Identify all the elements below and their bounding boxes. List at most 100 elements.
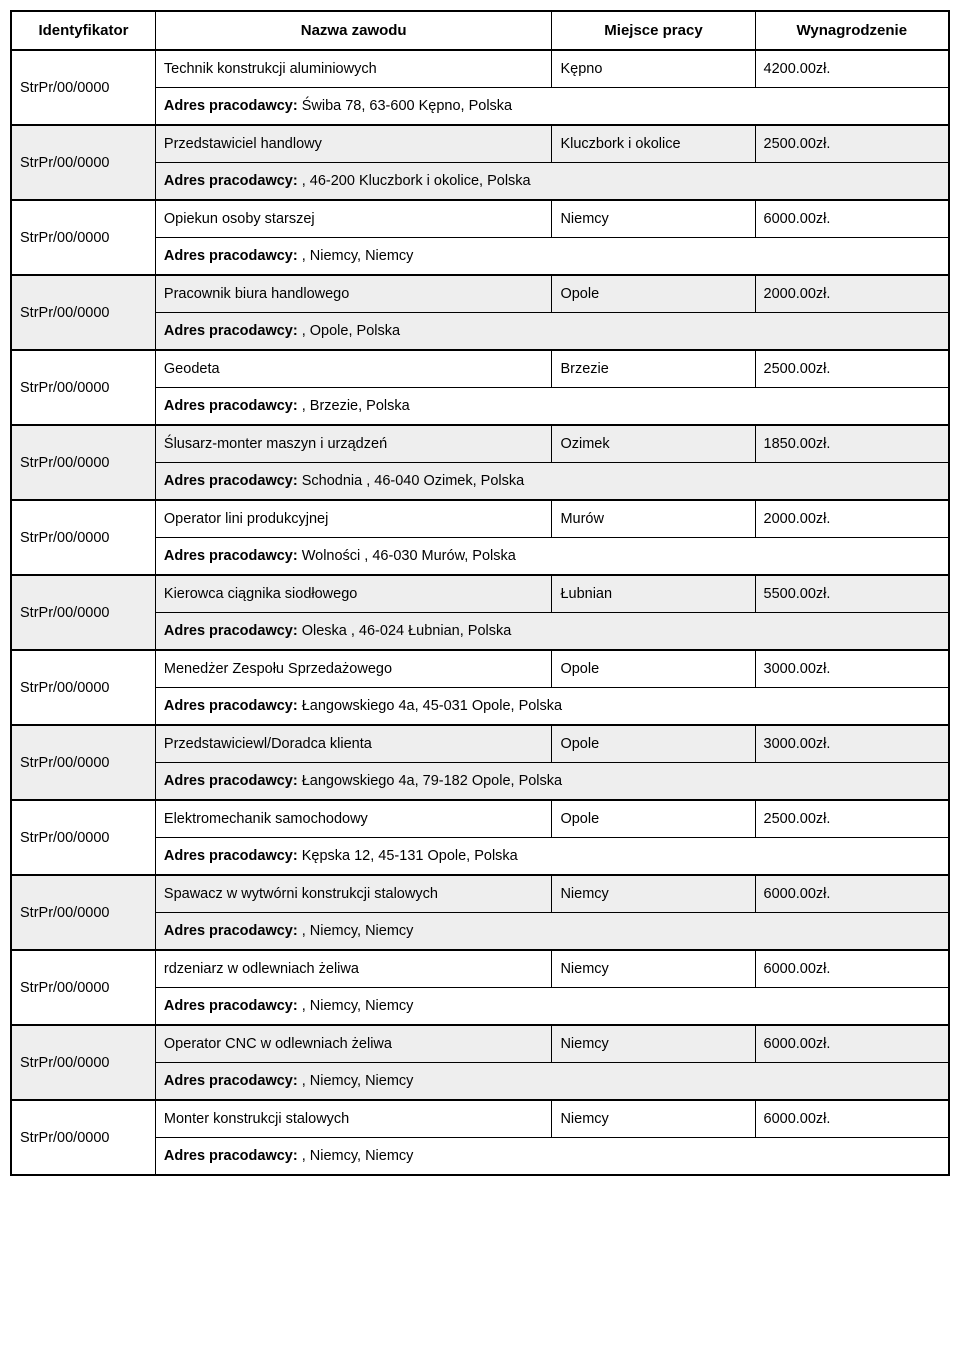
- cell-job: Geodeta: [155, 350, 552, 388]
- table-row: StrPr/00/0000Przedstawiciewl/Doradca kli…: [11, 725, 949, 763]
- cell-job: Przedstawiciel handlowy: [155, 125, 552, 163]
- address-value: Schodnia , 46-040 Ozimek, Polska: [298, 473, 524, 489]
- cell-address: Adres pracodawcy: Łangowskiego 4a, 79-18…: [155, 763, 949, 801]
- cell-job: Monter konstrukcji stalowych: [155, 1100, 552, 1138]
- cell-place: Kępno: [552, 50, 755, 88]
- cell-place: Niemcy: [552, 1025, 755, 1063]
- cell-id: StrPr/00/0000: [11, 125, 155, 200]
- table-row: StrPr/00/0000Opiekun osoby starszejNiemc…: [11, 200, 949, 238]
- cell-wage: 1850.00zł.: [755, 425, 949, 463]
- address-label: Adres pracodawcy:: [164, 248, 298, 264]
- cell-id: StrPr/00/0000: [11, 200, 155, 275]
- cell-wage: 6000.00zł.: [755, 200, 949, 238]
- cell-place: Opole: [552, 650, 755, 688]
- cell-job: Opiekun osoby starszej: [155, 200, 552, 238]
- cell-wage: 2500.00zł.: [755, 125, 949, 163]
- address-value: Świba 78, 63-600 Kępno, Polska: [298, 98, 512, 114]
- cell-wage: 5500.00zł.: [755, 575, 949, 613]
- address-label: Adres pracodawcy:: [164, 1148, 298, 1164]
- cell-wage: 2500.00zł.: [755, 800, 949, 838]
- address-value: , Brzezie, Polska: [298, 398, 410, 414]
- cell-place: Ozimek: [552, 425, 755, 463]
- cell-job: rdzeniarz w odlewniach żeliwa: [155, 950, 552, 988]
- cell-id: StrPr/00/0000: [11, 575, 155, 650]
- cell-place: Brzezie: [552, 350, 755, 388]
- cell-address: Adres pracodawcy: , Niemcy, Niemcy: [155, 238, 949, 276]
- cell-job: Operator CNC w odlewniach żeliwa: [155, 1025, 552, 1063]
- address-label: Adres pracodawcy:: [164, 773, 298, 789]
- table-row: StrPr/00/0000Monter konstrukcji stalowyc…: [11, 1100, 949, 1138]
- cell-id: StrPr/00/0000: [11, 725, 155, 800]
- cell-place: Niemcy: [552, 950, 755, 988]
- header-wage: Wynagrodzenie: [755, 11, 949, 50]
- cell-address: Adres pracodawcy: Schodnia , 46-040 Ozim…: [155, 463, 949, 501]
- address-value: Wolności , 46-030 Murów, Polska: [298, 548, 516, 564]
- job-listings-table: Identyfikator Nazwa zawodu Miejsce pracy…: [10, 10, 950, 1176]
- address-value: Łangowskiego 4a, 45-031 Opole, Polska: [298, 698, 562, 714]
- cell-wage: 4200.00zł.: [755, 50, 949, 88]
- cell-id: StrPr/00/0000: [11, 350, 155, 425]
- address-value: , Niemcy, Niemcy: [298, 998, 414, 1014]
- cell-id: StrPr/00/0000: [11, 1025, 155, 1100]
- address-label: Adres pracodawcy:: [164, 1073, 298, 1089]
- address-label: Adres pracodawcy:: [164, 923, 298, 939]
- address-value: Kępska 12, 45-131 Opole, Polska: [298, 848, 518, 864]
- cell-wage: 6000.00zł.: [755, 1100, 949, 1138]
- cell-place: Łubnian: [552, 575, 755, 613]
- cell-wage: 2500.00zł.: [755, 350, 949, 388]
- cell-job: Operator lini produkcyjnej: [155, 500, 552, 538]
- cell-address: Adres pracodawcy: , Niemcy, Niemcy: [155, 1138, 949, 1176]
- cell-place: Opole: [552, 275, 755, 313]
- table-row: StrPr/00/0000Operator lini produkcyjnejM…: [11, 500, 949, 538]
- address-value: , Niemcy, Niemcy: [298, 923, 414, 939]
- cell-job: Przedstawiciewl/Doradca klienta: [155, 725, 552, 763]
- address-label: Adres pracodawcy:: [164, 698, 298, 714]
- cell-job: Pracownik biura handlowego: [155, 275, 552, 313]
- cell-wage: 6000.00zł.: [755, 950, 949, 988]
- table-row: StrPr/00/0000Przedstawiciel handlowyKluc…: [11, 125, 949, 163]
- table-row: StrPr/00/0000Pracownik biura handlowegoO…: [11, 275, 949, 313]
- cell-address: Adres pracodawcy: Oleska , 46-024 Łubnia…: [155, 613, 949, 651]
- cell-job: Elektromechanik samochodowy: [155, 800, 552, 838]
- address-label: Adres pracodawcy:: [164, 173, 298, 189]
- cell-address: Adres pracodawcy: Łangowskiego 4a, 45-03…: [155, 688, 949, 726]
- table-row: StrPr/00/0000Menedżer Zespołu Sprzedażow…: [11, 650, 949, 688]
- address-label: Adres pracodawcy:: [164, 323, 298, 339]
- address-value: Łangowskiego 4a, 79-182 Opole, Polska: [298, 773, 562, 789]
- cell-place: Opole: [552, 725, 755, 763]
- address-value: Oleska , 46-024 Łubnian, Polska: [298, 623, 512, 639]
- cell-id: StrPr/00/0000: [11, 875, 155, 950]
- cell-id: StrPr/00/0000: [11, 500, 155, 575]
- address-label: Adres pracodawcy:: [164, 473, 298, 489]
- address-value: , Niemcy, Niemcy: [298, 1073, 414, 1089]
- table-row: StrPr/00/0000GeodetaBrzezie2500.00zł.: [11, 350, 949, 388]
- cell-id: StrPr/00/0000: [11, 650, 155, 725]
- cell-address: Adres pracodawcy: , Brzezie, Polska: [155, 388, 949, 426]
- table-row: StrPr/00/0000Technik konstrukcji alumini…: [11, 50, 949, 88]
- cell-job: Menedżer Zespołu Sprzedażowego: [155, 650, 552, 688]
- cell-job: Ślusarz-monter maszyn i urządzeń: [155, 425, 552, 463]
- address-label: Adres pracodawcy:: [164, 623, 298, 639]
- header-id: Identyfikator: [11, 11, 155, 50]
- table-header-row: Identyfikator Nazwa zawodu Miejsce pracy…: [11, 11, 949, 50]
- cell-place: Murów: [552, 500, 755, 538]
- header-job: Nazwa zawodu: [155, 11, 552, 50]
- cell-place: Opole: [552, 800, 755, 838]
- table-row: StrPr/00/0000Spawacz w wytwórni konstruk…: [11, 875, 949, 913]
- address-value: , 46-200 Kluczbork i okolice, Polska: [298, 173, 531, 189]
- cell-place: Niemcy: [552, 1100, 755, 1138]
- cell-job: Kierowca ciągnika siodłowego: [155, 575, 552, 613]
- cell-address: Adres pracodawcy: , Niemcy, Niemcy: [155, 913, 949, 951]
- address-label: Adres pracodawcy:: [164, 398, 298, 414]
- cell-wage: 3000.00zł.: [755, 725, 949, 763]
- cell-place: Niemcy: [552, 200, 755, 238]
- cell-wage: 3000.00zł.: [755, 650, 949, 688]
- table-row: StrPr/00/0000Kierowca ciągnika siodłoweg…: [11, 575, 949, 613]
- cell-id: StrPr/00/0000: [11, 950, 155, 1025]
- cell-wage: 2000.00zł.: [755, 500, 949, 538]
- cell-address: Adres pracodawcy: , Opole, Polska: [155, 313, 949, 351]
- cell-place: Kluczbork i okolice: [552, 125, 755, 163]
- cell-job: Spawacz w wytwórni konstrukcji stalowych: [155, 875, 552, 913]
- address-value: , Opole, Polska: [298, 323, 400, 339]
- cell-id: StrPr/00/0000: [11, 425, 155, 500]
